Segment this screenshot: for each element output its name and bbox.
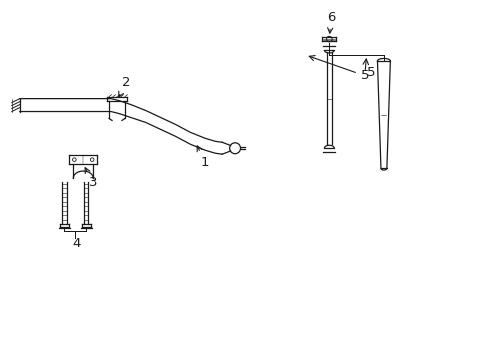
Text: 4: 4 <box>72 237 81 250</box>
Text: 2: 2 <box>119 76 130 97</box>
Text: 5: 5 <box>366 66 374 79</box>
Text: 3: 3 <box>85 168 97 189</box>
Text: 5: 5 <box>309 55 368 82</box>
Text: 1: 1 <box>197 146 209 168</box>
Text: 6: 6 <box>326 11 335 33</box>
